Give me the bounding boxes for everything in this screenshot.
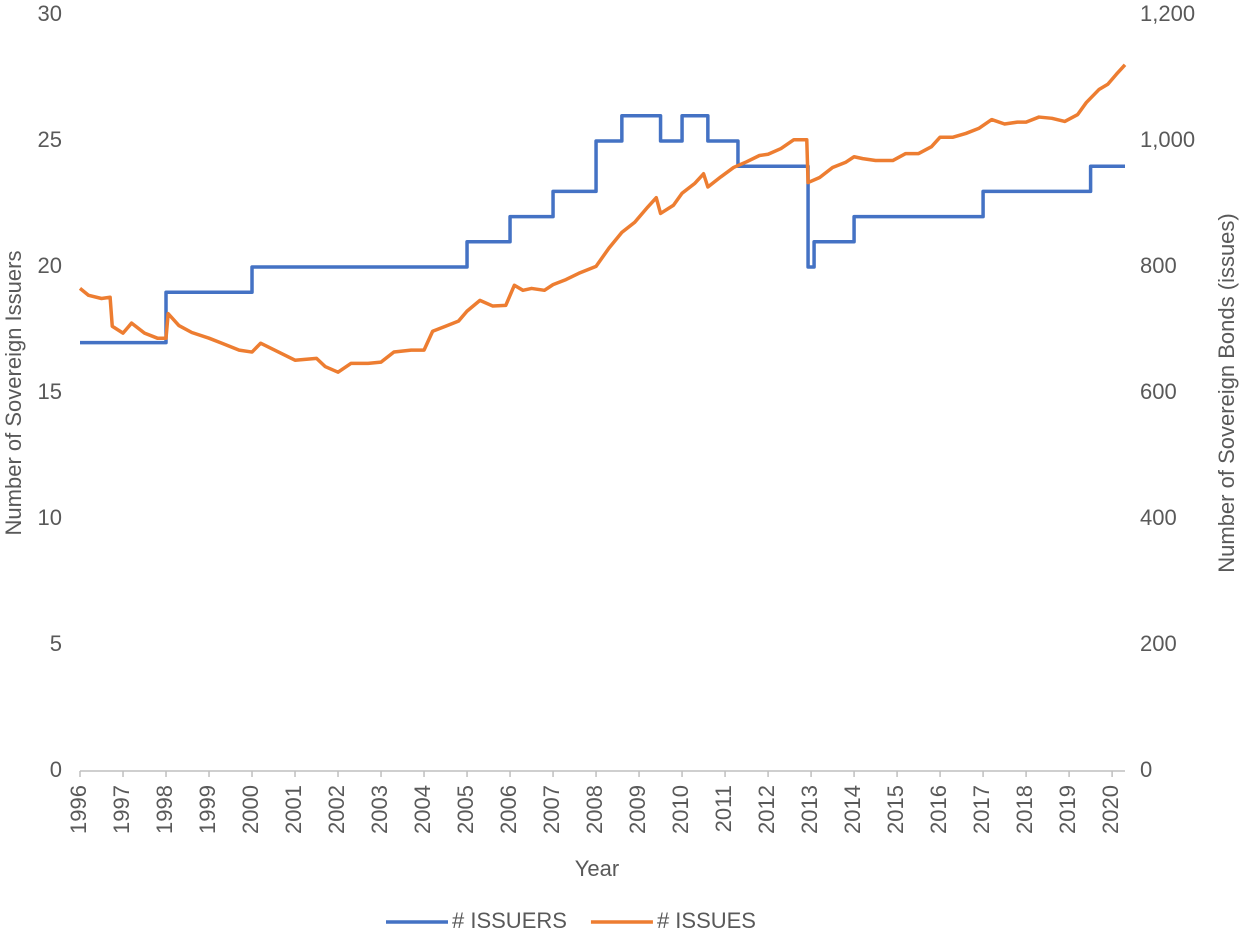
x-tick-label: 2007 (539, 785, 564, 834)
y2-tick-label: 0 (1140, 757, 1152, 782)
x-tick-label: 2012 (754, 785, 779, 834)
y-tick-label: 25 (38, 127, 62, 152)
x-tick-label: 2017 (969, 785, 994, 834)
y2-tick-label: 1,000 (1140, 127, 1195, 152)
x-tick-label: 2016 (926, 785, 951, 834)
x-tick-label: 2019 (1055, 785, 1080, 834)
y-tick-label: 0 (50, 757, 62, 782)
y-axis-label: Number of Sovereign Issuers (1, 251, 26, 536)
y-tick-label: 10 (38, 505, 62, 530)
x-tick-label: 2010 (668, 785, 693, 834)
legend-label: # ISSUES (657, 908, 756, 933)
x-tick-label: 2002 (324, 785, 349, 834)
x-tick-label: 2004 (410, 785, 435, 834)
y2-tick-label: 200 (1140, 631, 1177, 656)
x-tick-label: 2014 (840, 785, 865, 834)
series-line (78, 63, 1127, 374)
x-axis-label: Year (575, 856, 619, 881)
x-tick-label: 2013 (797, 785, 822, 834)
x-tick-label: 2001 (281, 785, 306, 834)
y2-tick-label: 600 (1140, 379, 1177, 404)
legend-label: # ISSUERS (452, 908, 567, 933)
x-tick-label: 2000 (238, 785, 263, 834)
y2-axis-label: Number of Sovereign Bonds (issues) (1214, 213, 1239, 573)
x-tick-label: 2006 (496, 785, 521, 834)
x-tick-label: 2011 (711, 785, 736, 832)
x-tick-label: 1998 (152, 785, 177, 834)
y2-tick-label: 1,200 (1140, 1, 1195, 26)
y2-tick-label: 800 (1140, 253, 1177, 278)
x-tick-label: 2015 (883, 785, 908, 834)
x-tick-label: 1997 (109, 785, 134, 834)
x-tick-label: 2008 (582, 785, 607, 834)
x-tick-label: 1996 (66, 785, 91, 834)
y2-tick-label: 400 (1140, 505, 1177, 530)
y-tick-label: 20 (38, 253, 62, 278)
x-tick-label: 2009 (625, 785, 650, 834)
y-tick-label: 30 (38, 1, 62, 26)
series-line (80, 114, 1125, 345)
x-tick-label: 2003 (367, 785, 392, 834)
x-tick-label: 1999 (195, 785, 220, 834)
y-tick-label: 5 (50, 631, 62, 656)
x-tick-label: 2005 (453, 785, 478, 834)
x-tick-label: 2018 (1012, 785, 1037, 834)
y-tick-label: 15 (38, 379, 62, 404)
x-tick-label: 2020 (1098, 785, 1123, 834)
